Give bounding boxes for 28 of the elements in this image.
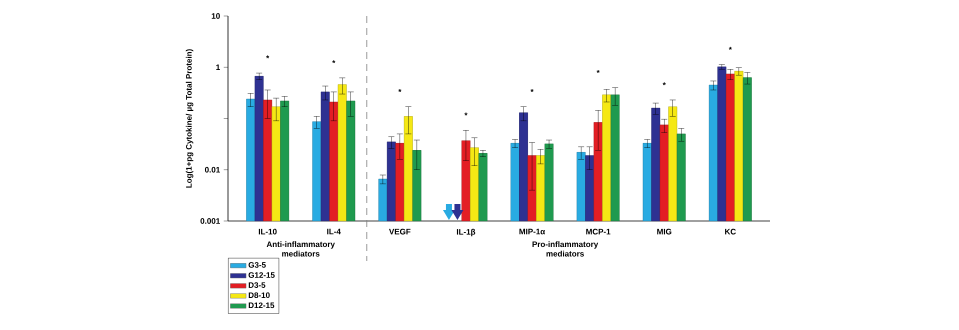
x-tick-label: MCP-1 [586, 228, 610, 234]
x-tick-label: IL-10 [258, 228, 277, 234]
y-tick-label: 1 [216, 64, 220, 70]
y-axis-title: Log(1+pg Cytokine/ µg Total Protein) [186, 49, 194, 188]
annotation: * [332, 60, 336, 64]
annotation: * [398, 88, 402, 92]
x-tick-label: MIP-1α [519, 228, 546, 234]
y-tick-label: 0.001 [200, 218, 220, 224]
legend-label: G12-15 [248, 272, 275, 278]
annotation: * [266, 55, 270, 58]
text: Anti-inflammatory mediators [266, 241, 335, 257]
y-tick-label: 10 [212, 13, 220, 19]
text: Pro-inflammatory mediators [532, 241, 598, 257]
annotation: * [530, 88, 534, 92]
x-tick-label: MIG [657, 228, 672, 234]
legend-label: D3-5 [248, 282, 266, 288]
annotation: * [728, 46, 732, 50]
legend-label: D12-15 [248, 302, 274, 308]
annotation: * [662, 82, 666, 86]
legend-label: D8-10 [248, 292, 270, 298]
y-tick-label: 0.01 [204, 166, 220, 173]
x-tick-label: VEGF [389, 228, 410, 234]
x-tick-label: IL-1β [456, 228, 476, 236]
legend-label: G3-5 [248, 262, 266, 268]
annotation: * [596, 70, 600, 73]
annotation: * [464, 112, 468, 116]
x-tick-label: IL-4 [327, 228, 341, 234]
x-tick-label: KC [725, 228, 736, 234]
